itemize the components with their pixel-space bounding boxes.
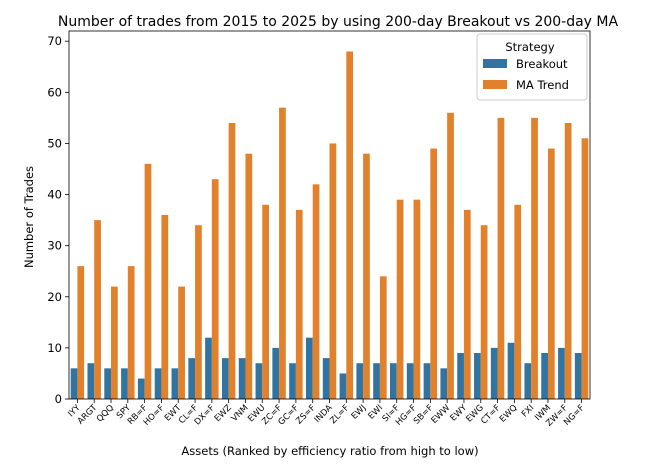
y-tick-label: 10 [47, 341, 62, 355]
x-tick-label: ZS=F [294, 403, 318, 427]
bar-breakout-fxi [524, 363, 532, 399]
bar-breakout-iwm [541, 353, 548, 399]
x-tick-label: VNM [230, 403, 251, 424]
bar-ma-trend-dx-f [211, 179, 219, 399]
bar-ma-trend-argt [94, 220, 101, 399]
bar-breakout-zw-f [558, 347, 565, 399]
bar-ma-trend-zs-f [312, 184, 320, 399]
bar-breakout-ewj [356, 363, 364, 399]
y-tick-label: 60 [47, 85, 62, 99]
bars-layer [70, 51, 589, 400]
bar-ma-trend-ewz [228, 123, 236, 399]
x-tick-label: CT=F [479, 403, 503, 427]
bar-breakout-hg-f [406, 363, 414, 399]
bar-ma-trend-inda [329, 143, 337, 399]
bar-breakout-spy [121, 368, 128, 399]
legend-swatch-ma-trend [483, 80, 507, 89]
bar-ma-trend-ng-f [581, 138, 589, 399]
bar-breakout-sb-f [423, 363, 431, 399]
y-axis-label: Number of Trades [22, 166, 36, 268]
bar-breakout-zl-f [339, 373, 347, 399]
chart-title: Number of trades from 2015 to 2025 by us… [58, 14, 619, 30]
bar-breakout-ho-f [154, 368, 162, 399]
bar-ma-trend-ho-f [161, 215, 169, 399]
x-axis: IYYARGTQQQSPYRB=FHO=FEWTCL=FDX=FEWZVNMEW… [66, 399, 587, 429]
x-axis-label: Assets (Ranked by efficiency ratio from … [181, 444, 478, 458]
legend-swatch-breakout [483, 59, 507, 68]
legend-label-breakout: Breakout [516, 57, 568, 71]
bar-ma-trend-ct-f [497, 117, 505, 399]
bar-ma-trend-ewi [379, 276, 387, 399]
y-tick-label: 70 [47, 34, 62, 48]
bar-breakout-ewq [507, 342, 515, 399]
bar-ma-trend-eww [447, 112, 454, 399]
bar-breakout-inda [322, 358, 330, 399]
x-tick-label: EWQ [498, 403, 520, 425]
bar-breakout-cl-f [188, 358, 196, 399]
y-tick-label: 20 [47, 290, 62, 304]
bar-ma-trend-zl-f [346, 51, 354, 399]
bar-breakout-ng-f [574, 353, 582, 399]
bar-breakout-ewz [221, 358, 229, 399]
bar-breakout-ewy [457, 353, 464, 399]
bar-ma-trend-spy [127, 266, 135, 399]
bar-breakout-ct-f [490, 347, 498, 399]
bar-ma-trend-cl-f [195, 225, 202, 399]
bar-breakout-ewu [255, 363, 263, 399]
bar-ma-trend-gc-f [295, 209, 303, 399]
bar-ma-trend-ewq [514, 204, 522, 399]
bar-ma-trend-ewj [363, 153, 370, 399]
bar-breakout-dx-f [205, 337, 212, 399]
bar-breakout-eww [440, 368, 448, 399]
bar-ma-trend-hg-f [413, 199, 421, 399]
bar-breakout-gc-f [289, 363, 296, 399]
bar-ma-trend-ewu [262, 204, 269, 399]
x-tick-label: QQQ [95, 403, 116, 424]
bar-ma-trend-iyy [77, 266, 85, 399]
bar-breakout-argt [87, 363, 95, 399]
x-tick-label: EWZ [213, 403, 234, 424]
bar-breakout-zs-f [305, 337, 313, 399]
y-tick-label: 0 [55, 392, 62, 406]
bar-ma-trend-ewy [463, 209, 471, 399]
bar-breakout-iyy [70, 368, 78, 399]
bar-ma-trend-fxi [531, 117, 538, 399]
y-tick-label: 50 [47, 136, 62, 150]
bar-ma-trend-ewg [480, 225, 488, 399]
x-tick-label: EWW [430, 403, 453, 426]
y-tick-label: 30 [47, 239, 62, 253]
bar-breakout-qqq [104, 368, 112, 399]
x-tick-label: ZL=F [328, 403, 351, 426]
bar-ma-trend-zc-f [279, 107, 286, 400]
bar-ma-trend-zw-f [564, 123, 572, 399]
bar-breakout-vnm [238, 358, 246, 399]
x-tick-label: EWJ [350, 403, 369, 422]
legend-label-ma-trend: MA Trend [516, 78, 569, 92]
bar-ma-trend-iwm [547, 148, 555, 399]
y-axis: 0 10 20 30 40 50 60 70 [47, 34, 69, 406]
bar-breakout-ewt [171, 368, 179, 399]
bar-breakout-si-f [390, 363, 397, 399]
bar-ma-trend-sb-f [430, 148, 438, 399]
x-tick-label: SB=F [412, 403, 436, 427]
bar-ma-trend-vnm [245, 153, 253, 399]
legend-title: Strategy [505, 40, 554, 54]
legend: Strategy Breakout MA Trend [476, 33, 588, 101]
bar-ma-trend-ewt [178, 286, 185, 399]
bar-breakout-zc-f [272, 347, 280, 399]
bar-ma-trend-qqq [111, 286, 118, 399]
bar-breakout-ewg [474, 353, 481, 399]
bar-ma-trend-rb-f [144, 163, 152, 399]
plot-frame [68, 30, 591, 400]
bar-breakout-rb-f [137, 378, 145, 399]
y-tick-label: 40 [47, 188, 62, 202]
bar-ma-trend-si-f [396, 199, 404, 399]
bar-breakout-ewi [373, 363, 380, 399]
